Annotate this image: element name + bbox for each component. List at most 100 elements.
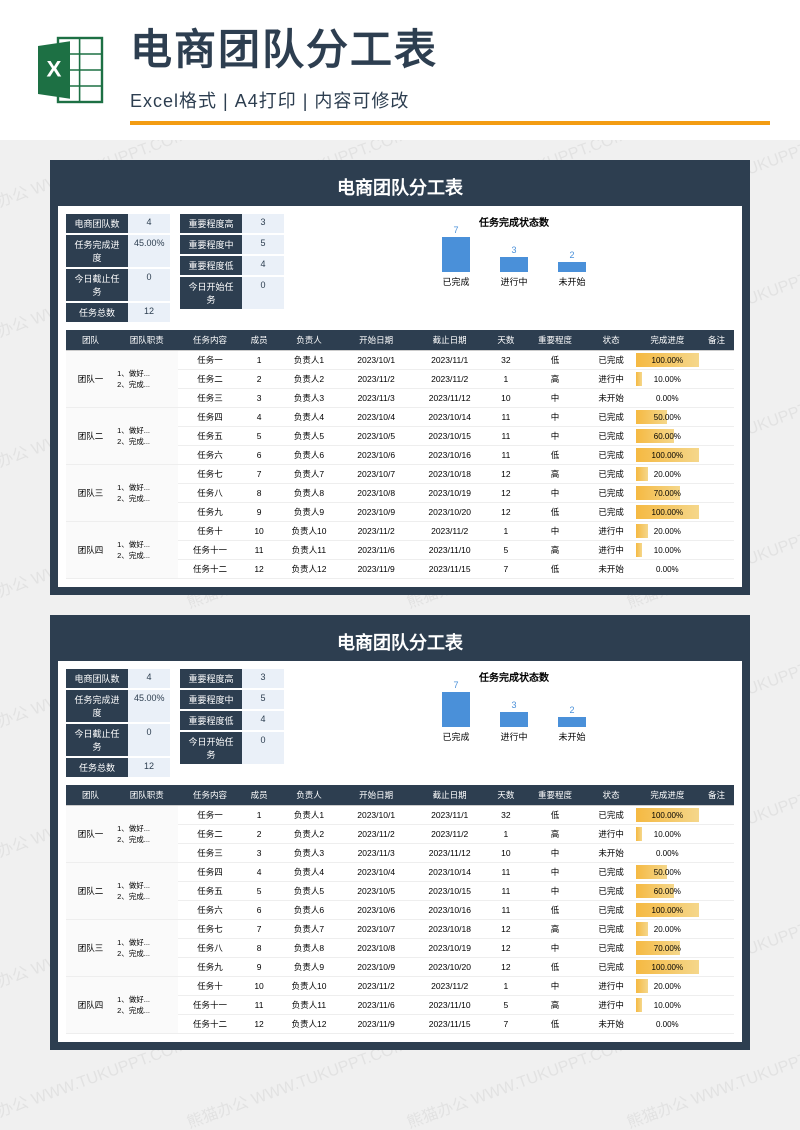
cell-start: 2023/10/1	[341, 351, 411, 370]
cell-status: 未开始	[587, 844, 636, 863]
cell-task: 任务三	[178, 844, 241, 863]
cell-owner: 负责人4	[277, 863, 342, 882]
cell-owner: 负责人12	[277, 560, 342, 579]
team-name: 团队三	[66, 920, 115, 977]
table-row: 团队一1、做好... 2、完成...任务一1负责人12023/10/12023/…	[66, 351, 734, 370]
column-header: 团队职责	[115, 330, 178, 351]
cell-progress: 0.00%	[636, 1015, 699, 1034]
cell-pri: 中	[523, 882, 586, 901]
team-name: 团队一	[66, 806, 115, 863]
subtitle: Excel格式 | A4打印 | 内容可修改	[130, 87, 770, 113]
cell-progress: 20.00%	[636, 522, 699, 541]
bar-rect	[558, 717, 586, 727]
cell-owner: 负责人5	[277, 882, 342, 901]
team-name: 团队一	[66, 351, 115, 408]
cell-note	[699, 844, 734, 863]
cell-note	[699, 977, 734, 996]
cell-status: 已完成	[587, 427, 636, 446]
cell-member: 5	[242, 882, 277, 901]
cell-member: 10	[242, 522, 277, 541]
cell-start: 2023/10/8	[341, 939, 411, 958]
cell-end: 2023/11/1	[411, 806, 488, 825]
cell-pri: 低	[523, 446, 586, 465]
column-header: 状态	[587, 330, 636, 351]
cell-pri: 高	[523, 825, 586, 844]
progress-text: 0.00%	[656, 565, 679, 574]
team-duty: 1、做好... 2、完成...	[115, 863, 178, 920]
cell-status: 已完成	[587, 901, 636, 920]
cell-end: 2023/10/16	[411, 446, 488, 465]
progress-text: 10.00%	[654, 375, 681, 384]
cell-start: 2023/10/7	[341, 920, 411, 939]
cell-task: 任务九	[178, 958, 241, 977]
progress-bar	[636, 998, 642, 1012]
cell-note	[699, 351, 734, 370]
cell-progress: 50.00%	[636, 408, 699, 427]
cell-member: 3	[242, 389, 277, 408]
column-header: 团队	[66, 785, 115, 806]
cell-task: 任务四	[178, 863, 241, 882]
cell-end: 2023/10/20	[411, 503, 488, 522]
cell-days: 5	[488, 541, 523, 560]
cell-days: 12	[488, 920, 523, 939]
progress-bar	[636, 467, 649, 481]
svg-text:X: X	[47, 56, 62, 81]
cell-owner: 负责人8	[277, 484, 342, 503]
bar-value: 3	[511, 245, 516, 255]
stat-label: 今日截止任务	[66, 269, 128, 301]
cell-owner: 负责人3	[277, 844, 342, 863]
team-name: 团队四	[66, 522, 115, 579]
cell-member: 11	[242, 996, 277, 1015]
bar-rect	[500, 712, 528, 727]
cell-owner: 负责人6	[277, 446, 342, 465]
progress-text: 0.00%	[656, 1020, 679, 1029]
cell-member: 1	[242, 351, 277, 370]
stat-item: 重要程度低4	[180, 711, 284, 730]
cell-note	[699, 427, 734, 446]
cell-start: 2023/10/9	[341, 958, 411, 977]
cell-end: 2023/10/14	[411, 408, 488, 427]
cell-days: 12	[488, 958, 523, 977]
cell-task: 任务十	[178, 522, 241, 541]
cell-start: 2023/10/6	[341, 446, 411, 465]
sheets-container: 电商团队分工表电商团队数4任务完成进度45.00%今日截止任务0任务总数12重要…	[50, 160, 750, 1070]
cell-days: 7	[488, 1015, 523, 1034]
cell-member: 9	[242, 958, 277, 977]
cell-end: 2023/11/15	[411, 1015, 488, 1034]
cell-start: 2023/11/6	[341, 996, 411, 1015]
cell-status: 已完成	[587, 408, 636, 427]
cell-start: 2023/10/9	[341, 503, 411, 522]
table-row: 团队三1、做好... 2、完成...任务七7负责人72023/10/72023/…	[66, 465, 734, 484]
stat-value: 4	[242, 711, 284, 730]
cell-end: 2023/11/2	[411, 522, 488, 541]
cell-pri: 中	[523, 522, 586, 541]
stat-value: 4	[128, 669, 170, 688]
cell-task: 任务八	[178, 484, 241, 503]
cell-task: 任务二	[178, 370, 241, 389]
cell-task: 任务九	[178, 503, 241, 522]
progress-text: 20.00%	[654, 925, 681, 934]
cell-status: 未开始	[587, 560, 636, 579]
cell-progress: 100.00%	[636, 958, 699, 977]
stat-item: 今日开始任务0	[180, 732, 284, 764]
cell-start: 2023/10/4	[341, 408, 411, 427]
team-duty: 1、做好... 2、完成...	[115, 465, 178, 522]
progress-text: 70.00%	[654, 944, 681, 953]
stat-item: 重要程度低4	[180, 256, 284, 275]
team-duty: 1、做好... 2、完成...	[115, 522, 178, 579]
cell-status: 已完成	[587, 484, 636, 503]
cell-status: 已完成	[587, 465, 636, 484]
cell-owner: 负责人9	[277, 958, 342, 977]
column-header: 团队职责	[115, 785, 178, 806]
cell-progress: 100.00%	[636, 351, 699, 370]
bar-rect	[500, 257, 528, 272]
column-header: 负责人	[277, 330, 342, 351]
cell-task: 任务十一	[178, 541, 241, 560]
table-row: 团队四1、做好... 2、完成...任务十10负责人102023/11/2202…	[66, 522, 734, 541]
cell-progress: 20.00%	[636, 920, 699, 939]
cell-progress: 0.00%	[636, 844, 699, 863]
sheet-title: 电商团队分工表	[58, 623, 742, 661]
cell-note	[699, 958, 734, 977]
cell-note	[699, 408, 734, 427]
bar-rect	[442, 692, 470, 727]
